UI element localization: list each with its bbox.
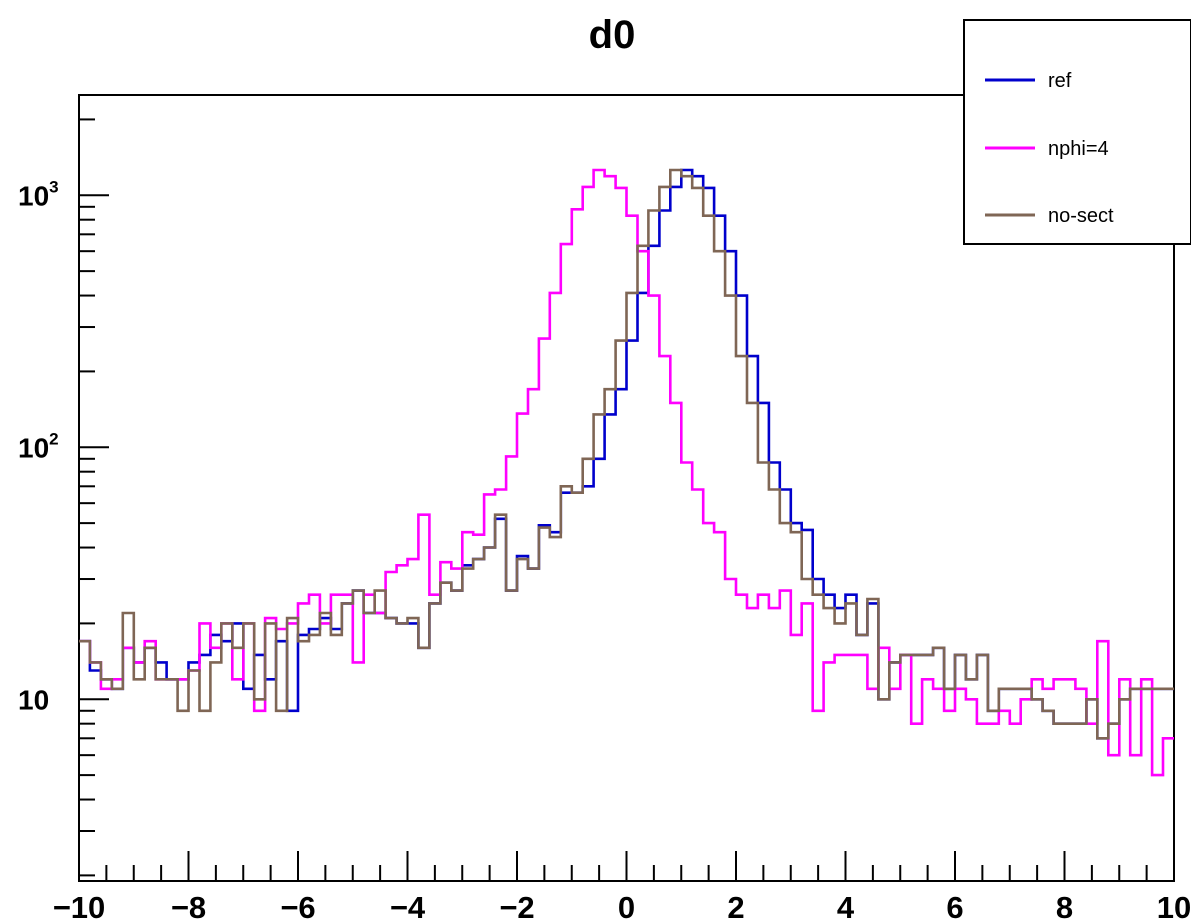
x-tick-label: 6 [946, 890, 963, 923]
x-tick-label: 10 [1157, 890, 1191, 923]
x-tick-label: −4 [390, 890, 426, 923]
y-tick-label: 10 [18, 684, 49, 715]
x-tick-label: −8 [171, 890, 206, 923]
y-axis: 10 102 103 [18, 118, 109, 877]
series-line-nphi-4 [79, 168, 1174, 777]
series-layer [79, 168, 1174, 777]
x-tick-label: 8 [1056, 890, 1073, 923]
x-tick-label: −2 [499, 890, 534, 923]
x-tick-label: 2 [727, 890, 744, 923]
series-line-no-sect [79, 168, 1174, 740]
legend-box [963, 19, 1191, 245]
chart-title: d0 [589, 13, 636, 57]
legend: ref nphi=4 no-sect [963, 19, 1191, 245]
x-tick-label: 4 [837, 890, 855, 923]
x-axis: −10 −8 −6 −4 −2 0 2 4 6 8 10 [53, 851, 1191, 923]
x-tick-label: 0 [618, 890, 635, 923]
y-tick-label: 103 [18, 177, 59, 211]
x-tick-label: −6 [280, 890, 315, 923]
x-tick-label: −10 [53, 890, 106, 923]
legend-label: ref [1048, 70, 1072, 92]
legend-label: no-sect [1048, 205, 1114, 227]
legend-label: nphi=4 [1048, 138, 1109, 160]
y-tick-label: 102 [18, 429, 59, 463]
